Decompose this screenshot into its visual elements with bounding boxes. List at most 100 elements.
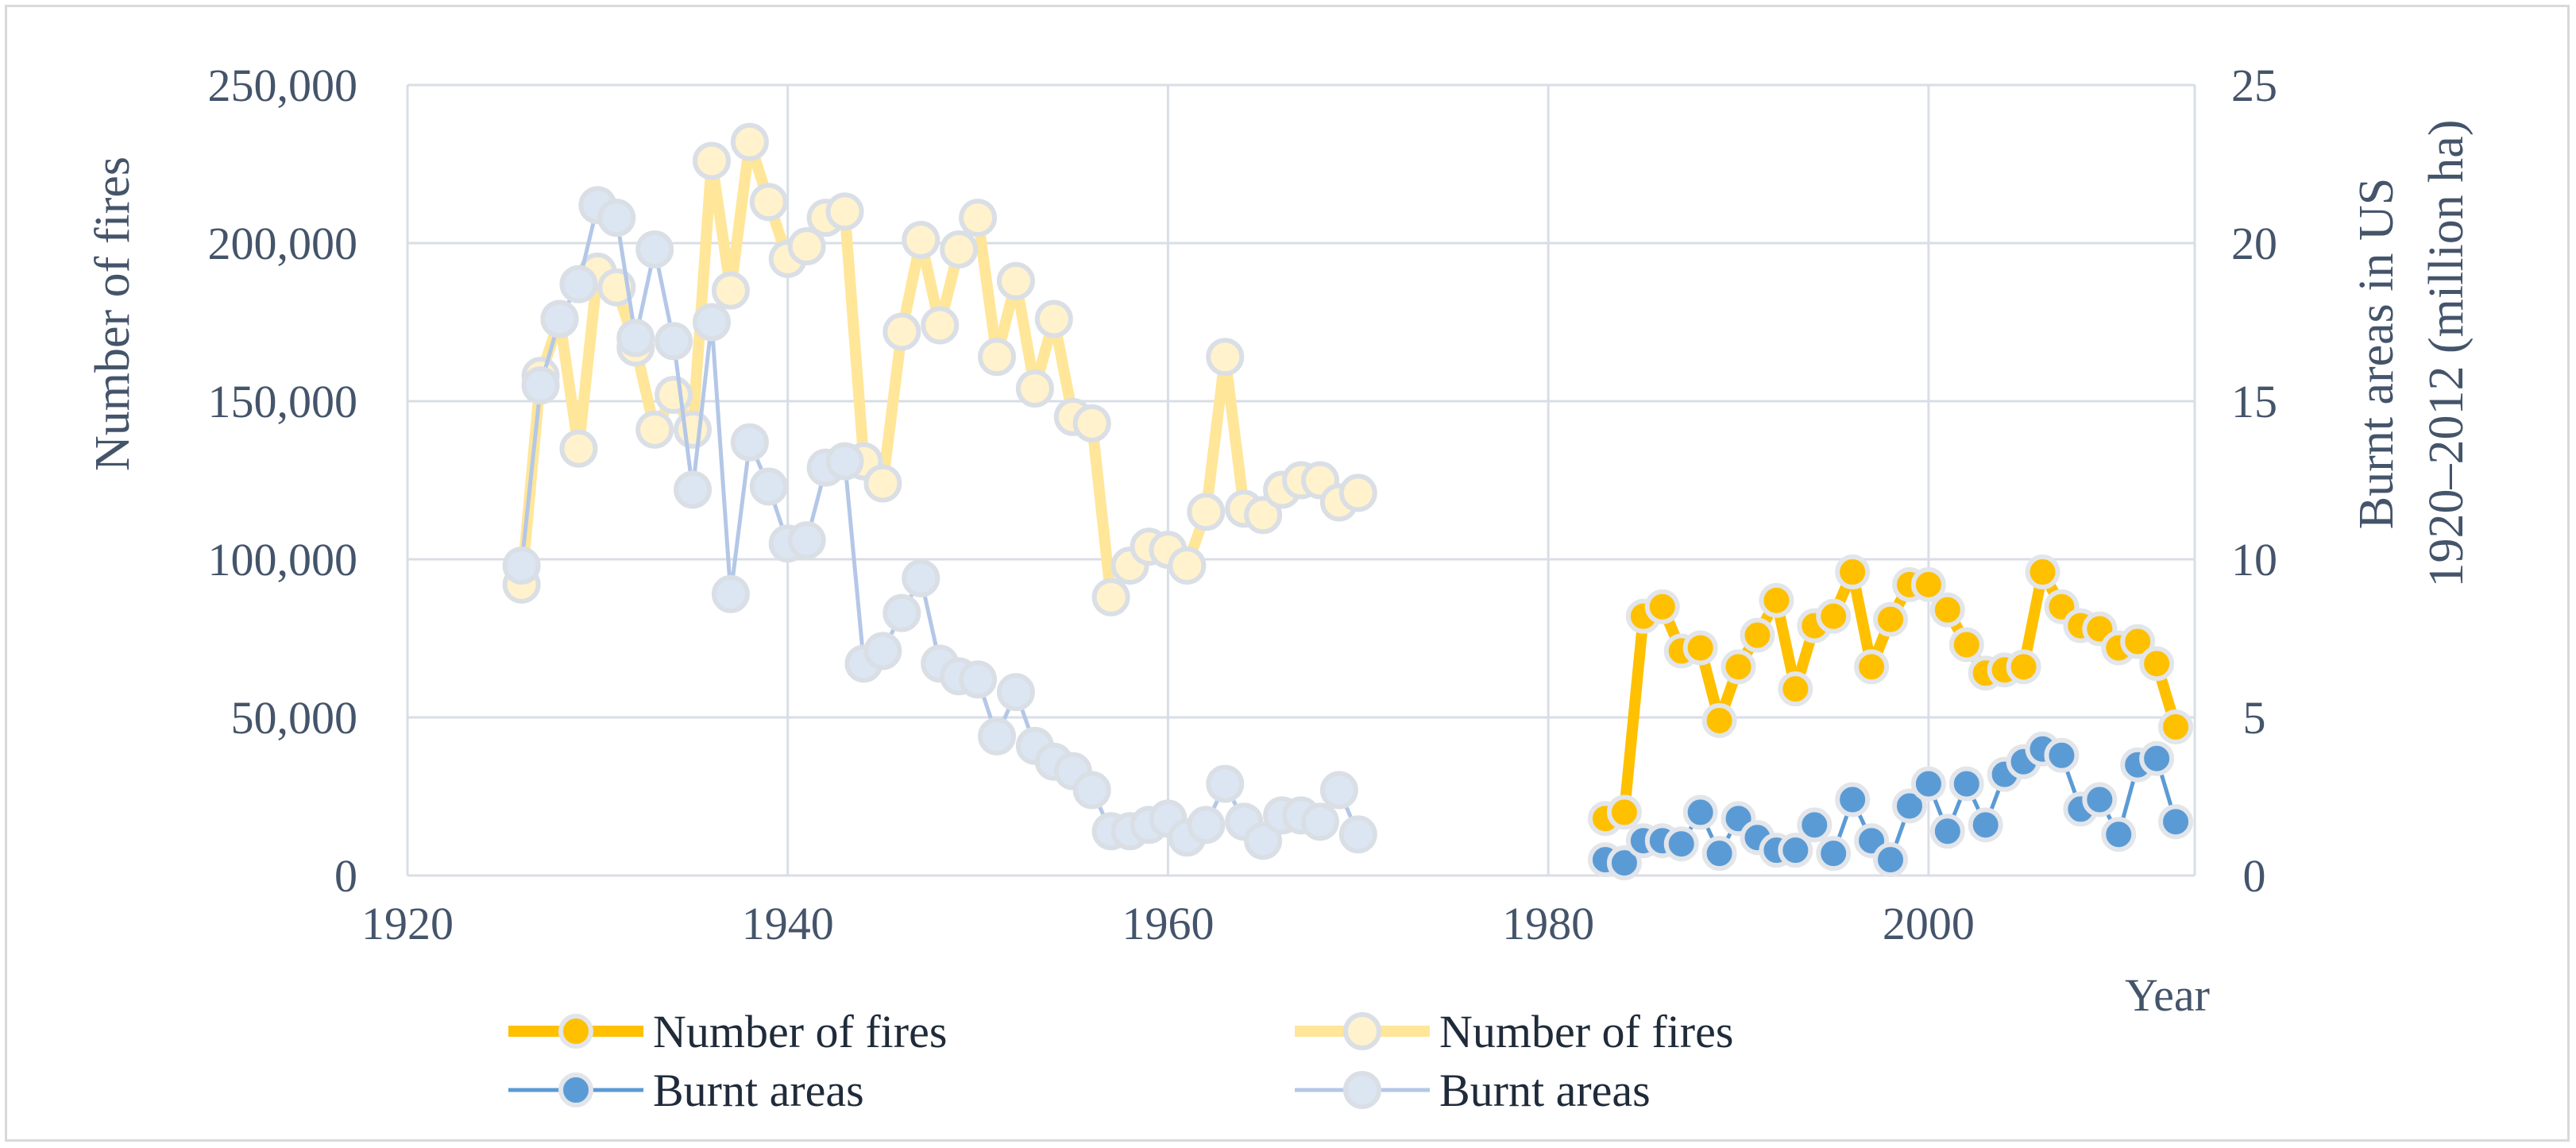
- data-point-burnt_recent: [1968, 807, 2003, 843]
- right-axis-ticks: 0 5 10 15 20 25: [2231, 60, 2277, 902]
- y-left-tick-label: 50,000: [231, 692, 358, 744]
- data-point-burnt_historic: [616, 319, 655, 358]
- data-point-burnt_recent: [1873, 842, 1909, 878]
- y-axis-right-label-line2: 1920–2012 (million ha): [2420, 120, 2474, 588]
- y-right-tick-label: 25: [2231, 60, 2277, 111]
- y-right-tick-label: 20: [2231, 218, 2277, 269]
- data-point-fires_recent: [2025, 554, 2060, 589]
- data-point-burnt_historic: [825, 442, 864, 481]
- data-point-fires_historic: [1338, 474, 1377, 512]
- data-point-burnt_historic: [730, 423, 769, 462]
- data-point-fires_recent: [1721, 649, 1756, 685]
- data-point-burnt_recent: [2082, 782, 2118, 818]
- data-point-fires_recent: [1873, 601, 1909, 637]
- data-point-fires_recent: [2139, 646, 2175, 682]
- data-point-burnt_recent: [1816, 836, 1852, 872]
- data-point-fires_historic: [1072, 404, 1111, 443]
- data-point-burnt_historic: [959, 660, 998, 699]
- data-point-burnt_recent: [2101, 817, 2137, 852]
- x-tick-label: 1960: [1122, 898, 1214, 949]
- y-left-tick-label: 250,000: [208, 60, 358, 111]
- y-right-tick-label: 0: [2243, 850, 2266, 902]
- data-point-burnt_historic: [597, 199, 636, 238]
- data-point-fires_historic: [940, 230, 979, 269]
- y-left-tick-label: 200,000: [208, 218, 358, 269]
- series-burnt_recent: [1587, 731, 2194, 881]
- data-point-fires_recent: [2158, 709, 2194, 744]
- legend-item-fires_recent: Number of fires: [508, 1006, 947, 1057]
- data-point-burnt_historic: [1300, 802, 1339, 841]
- data-point-fires_historic: [749, 183, 788, 222]
- data-point-burnt_historic: [1244, 821, 1283, 860]
- y-left-tick-label: 100,000: [208, 534, 358, 586]
- legend-item-burnt_historic: Burnt areas: [1295, 1065, 1651, 1116]
- data-point-burnt_historic: [996, 673, 1035, 712]
- data-point-burnt_recent: [2044, 737, 2080, 773]
- data-point-fires_recent: [1816, 598, 1852, 634]
- data-point-burnt_historic: [1187, 806, 1226, 845]
- data-point-fires_historic: [1244, 496, 1283, 535]
- chart-frame: [5, 5, 2570, 1142]
- legend-label: Burnt areas: [653, 1065, 864, 1116]
- legend-marker: [1343, 1071, 1381, 1109]
- data-point-fires_historic: [863, 464, 902, 503]
- legend-item-burnt_recent: Burnt areas: [508, 1065, 864, 1116]
- data-point-fires_recent: [1910, 566, 1946, 602]
- data-point-fires_recent: [1682, 630, 1718, 666]
- data-point-burnt_historic: [559, 265, 598, 303]
- data-point-fires_historic: [1091, 578, 1130, 617]
- data-point-burnt_recent: [1929, 814, 1965, 849]
- data-point-fires_recent: [1948, 627, 1984, 663]
- data-point-fires_historic: [921, 306, 960, 345]
- data-point-fires_recent: [1929, 592, 1965, 628]
- data-point-burnt_recent: [1835, 782, 1871, 818]
- y-right-tick-label: 15: [2231, 376, 2277, 427]
- data-point-burnt_recent: [1606, 845, 1642, 881]
- data-point-burnt_historic: [655, 322, 693, 361]
- data-point-burnt_historic: [902, 559, 940, 597]
- data-point-burnt_historic: [863, 632, 902, 671]
- data-point-burnt_recent: [1948, 766, 1984, 802]
- data-point-fires_recent: [2006, 649, 2041, 685]
- data-point-fires_recent: [1854, 649, 1890, 685]
- y-left-tick-label: 0: [334, 850, 357, 902]
- left-axis-ticks: 0 50,000 100,000 150,000 200,000 250,000: [208, 60, 358, 902]
- data-point-burnt_historic: [521, 366, 560, 405]
- data-point-burnt_historic: [882, 593, 921, 632]
- data-point-fires_recent: [2120, 624, 2156, 659]
- data-point-burnt_historic: [502, 546, 541, 585]
- data-point-fires_recent: [1606, 794, 1642, 830]
- data-point-fires_historic: [711, 271, 750, 310]
- data-point-burnt_historic: [1072, 771, 1111, 810]
- data-point-fires_historic: [674, 410, 713, 449]
- data-point-burnt_historic: [978, 717, 1017, 756]
- data-point-fires_recent: [1701, 702, 1737, 738]
- data-point-burnt_recent: [2158, 804, 2194, 840]
- legend-item-fires_historic: Number of fires: [1295, 1006, 1733, 1057]
- data-point-fires_recent: [1778, 671, 1813, 707]
- data-point-fires_historic: [692, 141, 731, 180]
- data-point-fires_historic: [1206, 338, 1245, 377]
- data-point-fires_recent: [1740, 617, 1775, 653]
- data-point-fires_recent: [1835, 554, 1871, 589]
- data-point-fires_historic: [902, 221, 940, 260]
- data-point-fires_historic: [959, 199, 998, 238]
- data-point-fires_historic: [655, 376, 693, 415]
- data-point-fires_historic: [825, 192, 864, 231]
- x-tick-label: 2000: [1883, 898, 1975, 949]
- data-point-burnt_recent: [1797, 807, 1833, 843]
- data-point-fires_historic: [1015, 369, 1054, 408]
- data-point-fires_historic: [1168, 546, 1207, 585]
- legend-label: Number of fires: [1439, 1006, 1733, 1057]
- data-point-burnt_historic: [692, 303, 731, 342]
- x-tick-label: 1940: [742, 898, 834, 949]
- series-fires_historic: [502, 122, 1377, 617]
- x-tick-label: 1920: [361, 898, 454, 949]
- data-point-burnt_recent: [1701, 836, 1737, 872]
- series-burnt_historic: [502, 186, 1377, 860]
- data-point-burnt_recent: [1663, 826, 1699, 862]
- data-point-burnt_historic: [1338, 815, 1377, 854]
- data-point-burnt_recent: [2139, 740, 2175, 776]
- data-point-burnt_historic: [711, 574, 750, 613]
- data-point-fires_historic: [635, 410, 674, 449]
